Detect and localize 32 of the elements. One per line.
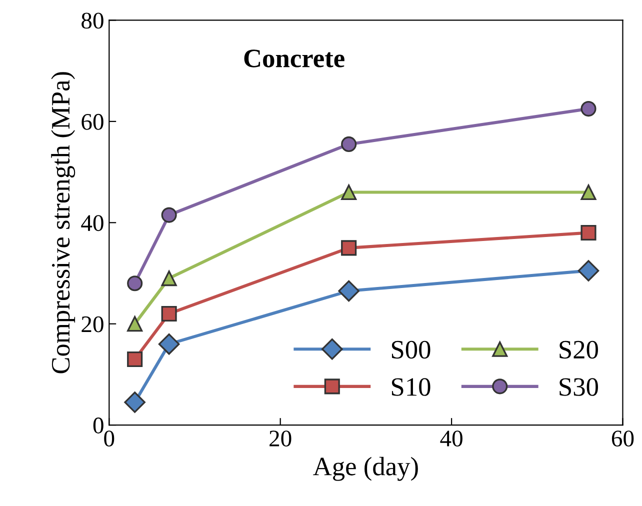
point xyxy=(580,101,596,117)
point xyxy=(338,280,360,302)
point xyxy=(158,333,180,355)
x-tick-label: 0 xyxy=(104,430,114,447)
x-tick-label: 20 xyxy=(270,430,292,447)
y-tick-label: 60 xyxy=(82,114,104,130)
point xyxy=(161,207,177,223)
y-axis-title: Compressive strength (MPa) xyxy=(51,72,76,374)
point xyxy=(127,276,143,292)
point xyxy=(127,351,143,368)
y-tick-label: 0 xyxy=(93,418,104,434)
annotation: Concrete xyxy=(244,50,344,68)
x-axis-title: Age (day) xyxy=(313,456,418,481)
y-tick-label: 80 xyxy=(82,12,104,29)
point xyxy=(341,184,357,200)
legend-label: S30 xyxy=(560,378,598,396)
point xyxy=(580,224,596,241)
legend-label: S20 xyxy=(560,340,598,359)
x-tick-label: 60 xyxy=(612,430,634,447)
point xyxy=(161,270,177,286)
legend-label: S10 xyxy=(392,378,430,396)
legend-label: S00 xyxy=(392,340,430,359)
y-tick-label: 20 xyxy=(82,316,104,332)
point xyxy=(580,184,596,200)
x-tick-label: 40 xyxy=(440,430,462,447)
y-tick-label: 40 xyxy=(81,215,104,232)
point xyxy=(341,240,357,256)
point xyxy=(161,306,177,322)
point xyxy=(124,392,146,413)
point xyxy=(341,136,357,152)
point xyxy=(127,316,143,332)
point xyxy=(578,260,600,282)
